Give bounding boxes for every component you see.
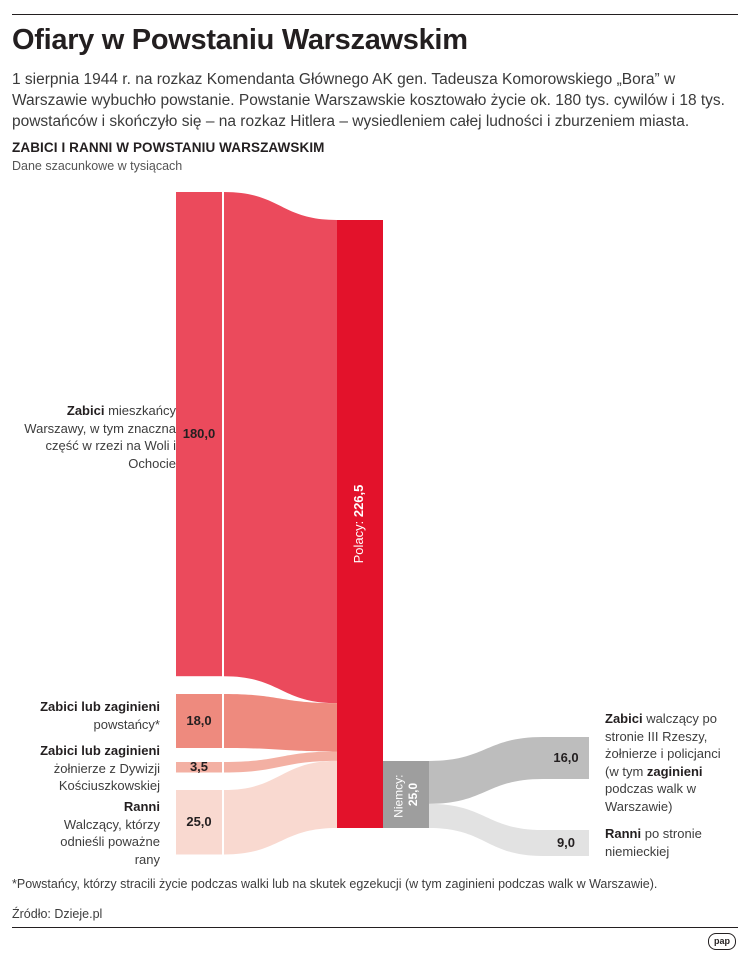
note-killed-de-bold-missing: zaginieni <box>646 763 703 779</box>
source-note: Źródło: Dzieje.pl <box>12 907 103 921</box>
note-wounded-de-text: po stronie niemieckiej <box>605 826 702 859</box>
node-wounded_de <box>543 830 589 856</box>
hub-label-polacy: Polacy: 226,5 <box>351 485 366 564</box>
flow-civilians <box>224 192 337 704</box>
value-label-wounded_de: 9,0 <box>557 835 575 850</box>
pap-logo: pap <box>708 933 736 950</box>
node-civilians <box>176 192 222 677</box>
value-label-civilians: 180,0 <box>183 426 216 441</box>
note-civilians-bold: Zabici <box>66 403 105 418</box>
note-civilians: Zabici mieszkańcy Warszawy, w tym znaczn… <box>20 402 176 472</box>
bottom-rule <box>12 927 738 928</box>
footnote: *Powstańcy, którzy stracili życie podcza… <box>12 877 658 891</box>
note-insurgents-text: powstańcy* <box>93 716 160 732</box>
note-wounded-pl: Ranni Walczący, którzy odnieśli poważne … <box>40 798 160 868</box>
note-killed-de-text-end: podczas walk w Warszawie) <box>605 781 697 814</box>
value-label-wounded_pl: 25,0 <box>186 814 211 829</box>
node-insurgents <box>176 694 222 748</box>
page-title: Ofiary w Powstaniu Warszawskim <box>12 24 468 56</box>
flow-wounded_pl <box>224 760 337 855</box>
note-berling-bold: Zabici lub zaginieni <box>40 743 160 758</box>
note-wounded-de-bold: Ranni <box>605 826 642 841</box>
note-wounded-pl-text: Walczący, którzy odnieśli poważne rany <box>60 816 160 867</box>
flow-berling <box>224 751 337 773</box>
top-rule <box>12 14 738 15</box>
value-label-berling: 3,5 <box>190 759 208 774</box>
flow-killed_de <box>429 737 543 804</box>
intro-paragraph: 1 sierpnia 1944 r. na rozkaz Komendanta … <box>12 71 725 130</box>
hub-label-niemcy: Niemcy: 25,0 <box>392 771 420 818</box>
flow-wounded_de <box>429 803 543 856</box>
chart-title: ZABICI I RANNI W POWSTANIU WARSZAWSKIM <box>12 140 325 155</box>
note-insurgents: Zabici lub zaginieni powstańcy* <box>10 698 160 733</box>
node-niemcy <box>383 761 429 828</box>
note-wounded-pl-bold: Ranni <box>123 799 160 814</box>
note-killed-de-text: walczący po stronie III Rzeszy, żołnierz… <box>605 711 721 779</box>
note-killed-de-bold: Zabici <box>605 711 643 726</box>
note-berling-text: żołnierze z Dywizji Kościuszkowskiej <box>53 760 160 794</box>
node-berling <box>176 762 222 773</box>
note-civilians-text: mieszkańcy Warszawy, w tym znaczna część… <box>24 403 176 471</box>
node-polacy <box>337 220 383 828</box>
value-label-insurgents: 18,0 <box>186 713 211 728</box>
value-label-killed_de: 16,0 <box>553 750 578 765</box>
node-wounded_pl <box>176 790 222 855</box>
chart-subtitle: Dane szacunkowe w tysiącach <box>12 159 183 173</box>
note-insurgents-bold: Zabici lub zaginieni <box>40 699 160 714</box>
node-killed_de <box>543 737 589 779</box>
note-wounded-de: Ranni po stronie niemieckiej <box>605 825 737 860</box>
note-berling: Zabici lub zaginieni żołnierze z Dywizji… <box>10 742 160 795</box>
note-killed-de: Zabici walczący po stronie III Rzeszy, ż… <box>605 710 737 815</box>
flow-insurgents <box>224 694 337 752</box>
